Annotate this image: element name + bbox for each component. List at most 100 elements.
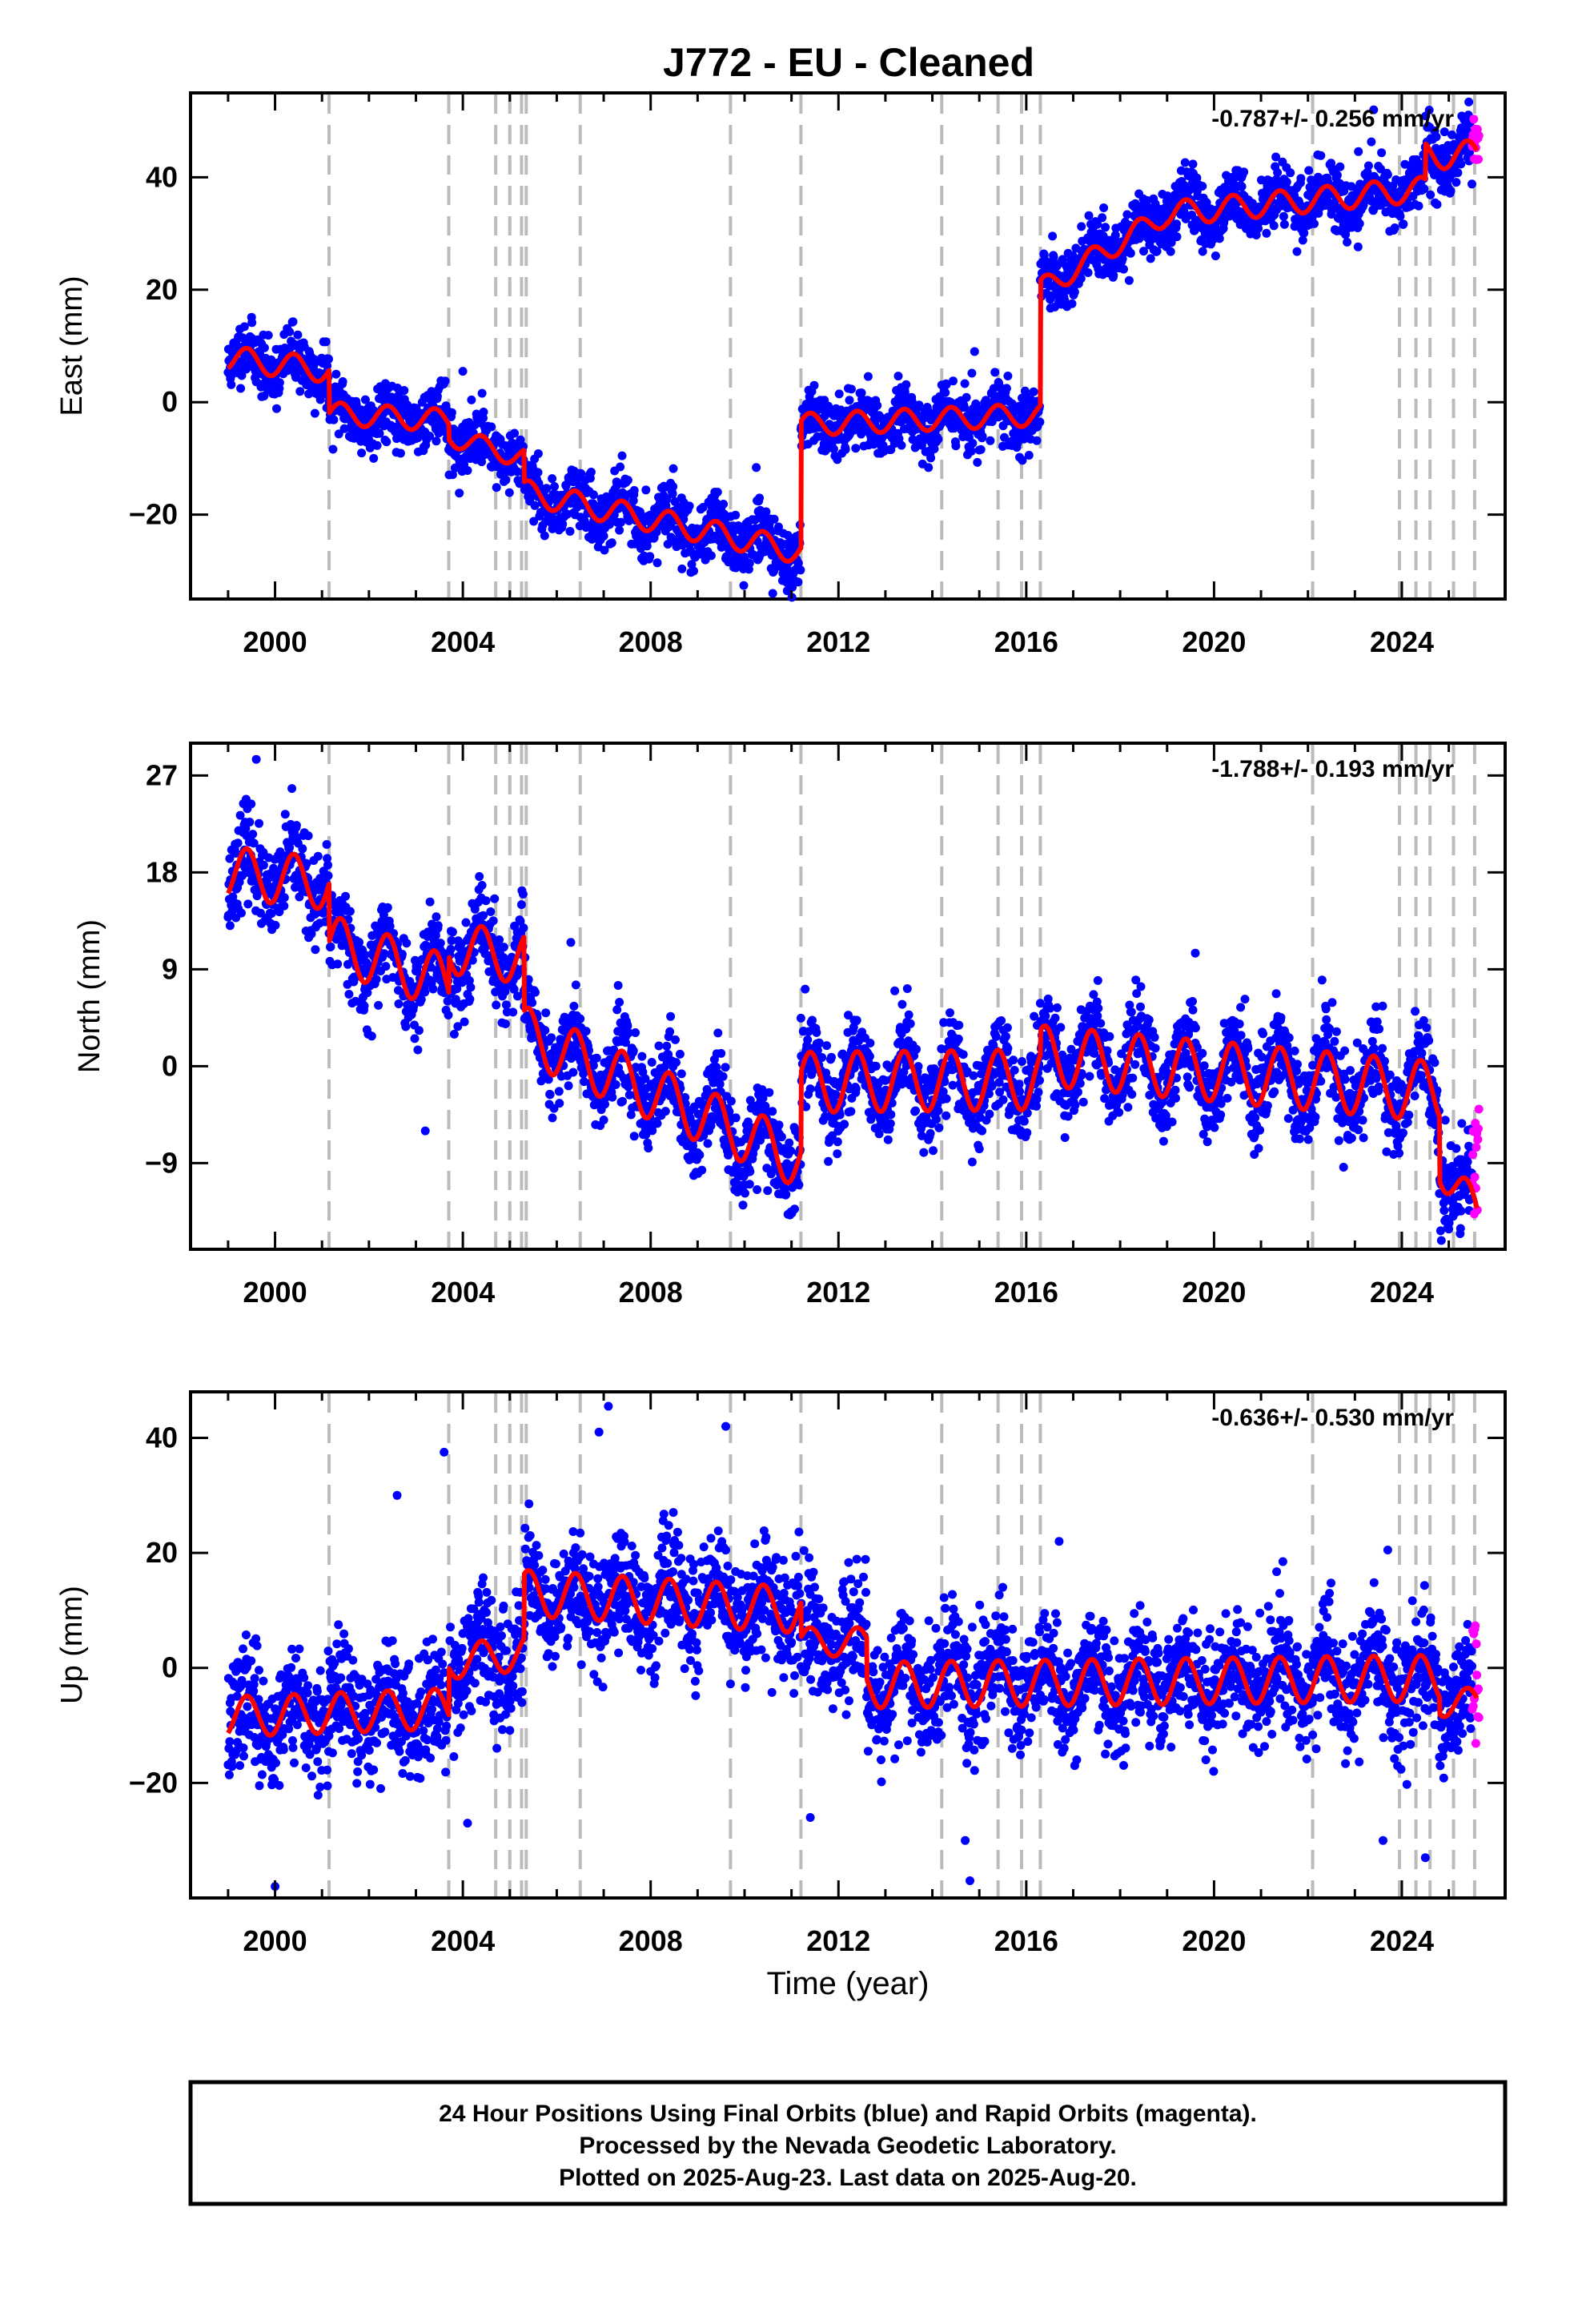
x-tick-label: 2024 bbox=[1370, 625, 1434, 658]
data-point bbox=[357, 448, 367, 458]
data-point bbox=[1198, 247, 1207, 256]
data-point bbox=[1453, 168, 1463, 178]
data-point bbox=[303, 831, 313, 841]
data-point bbox=[460, 1017, 469, 1027]
data-point bbox=[1335, 162, 1345, 171]
data-point bbox=[934, 435, 943, 444]
data-point bbox=[768, 589, 777, 598]
data-point bbox=[310, 408, 319, 418]
data-point bbox=[436, 939, 445, 948]
data-point bbox=[255, 818, 263, 828]
data-point bbox=[1098, 213, 1107, 223]
data-point bbox=[718, 1072, 728, 1081]
data-point bbox=[545, 1090, 555, 1100]
data-point bbox=[279, 893, 289, 903]
data-point bbox=[239, 322, 249, 332]
data-point bbox=[401, 1022, 411, 1031]
data-point bbox=[675, 1049, 685, 1059]
data-point bbox=[400, 386, 409, 395]
data-point bbox=[571, 980, 580, 990]
data-point bbox=[440, 376, 450, 386]
data-point bbox=[533, 449, 543, 458]
data-point bbox=[410, 1034, 420, 1043]
data-point bbox=[1367, 137, 1376, 147]
x-tick-label: 2012 bbox=[806, 625, 870, 658]
data-point bbox=[1310, 219, 1319, 228]
data-point bbox=[817, 1053, 827, 1062]
data-point bbox=[586, 468, 596, 476]
data-point bbox=[1172, 219, 1181, 229]
data-point bbox=[432, 912, 441, 922]
data-point bbox=[1279, 219, 1289, 229]
data-point bbox=[1211, 251, 1220, 260]
data-point bbox=[500, 987, 510, 996]
data-point bbox=[298, 844, 307, 854]
data-point bbox=[599, 531, 608, 541]
data-point bbox=[805, 1084, 815, 1094]
data-point bbox=[1269, 221, 1279, 231]
data-point bbox=[360, 950, 370, 959]
data-point bbox=[1083, 268, 1093, 277]
x-tick-label: 2016 bbox=[994, 625, 1058, 658]
x-tick-label: 2008 bbox=[619, 625, 683, 658]
data-point bbox=[755, 493, 765, 503]
data-point bbox=[703, 1139, 713, 1148]
data-point bbox=[516, 900, 526, 910]
data-point bbox=[1032, 436, 1042, 445]
data-point bbox=[741, 1188, 749, 1198]
data-point bbox=[1355, 219, 1364, 228]
data-point bbox=[618, 1096, 627, 1106]
data-point bbox=[841, 444, 850, 454]
data-point bbox=[1215, 234, 1224, 243]
data-point bbox=[612, 1005, 622, 1015]
data-point bbox=[1002, 384, 1011, 393]
data-point bbox=[359, 1001, 369, 1011]
data-point bbox=[607, 538, 616, 548]
data-point bbox=[1390, 223, 1399, 232]
data-point bbox=[1237, 182, 1247, 191]
data-point bbox=[647, 1058, 656, 1067]
data-point bbox=[824, 1156, 833, 1166]
data-point bbox=[1180, 158, 1190, 167]
data-point bbox=[432, 436, 441, 446]
data-point bbox=[951, 441, 961, 451]
data-point bbox=[237, 908, 246, 918]
data-point bbox=[448, 927, 457, 937]
data-point bbox=[1084, 211, 1094, 220]
data-point bbox=[569, 1001, 579, 1011]
data-point bbox=[863, 372, 873, 381]
data-point bbox=[613, 981, 623, 990]
data-point bbox=[967, 368, 977, 378]
y-tick-label: 20 bbox=[146, 273, 178, 306]
data-point bbox=[685, 501, 694, 511]
data-point bbox=[726, 1096, 736, 1106]
x-tick-label: 2020 bbox=[1182, 625, 1246, 658]
data-point bbox=[550, 482, 559, 491]
data-point bbox=[508, 1007, 518, 1017]
data-point bbox=[247, 799, 256, 809]
data-point bbox=[499, 943, 508, 952]
data-point bbox=[371, 975, 381, 984]
data-point bbox=[822, 1041, 832, 1051]
data-point bbox=[846, 1107, 856, 1116]
data-point bbox=[321, 337, 331, 347]
data-point bbox=[1198, 182, 1207, 191]
data-point bbox=[874, 1129, 884, 1139]
data-point bbox=[865, 1039, 875, 1047]
data-point bbox=[897, 440, 906, 450]
data-point bbox=[669, 482, 678, 492]
data-point bbox=[331, 369, 341, 379]
data-point bbox=[259, 343, 269, 352]
data-point bbox=[241, 364, 251, 374]
data-point bbox=[865, 1051, 874, 1061]
data-point bbox=[637, 1051, 647, 1061]
data-point bbox=[962, 392, 971, 402]
data-point bbox=[329, 415, 339, 424]
data-point bbox=[852, 1015, 861, 1025]
rapid-point bbox=[1474, 131, 1484, 140]
data-point bbox=[769, 514, 779, 524]
data-point bbox=[1166, 247, 1175, 256]
data-point bbox=[960, 379, 970, 388]
data-point bbox=[1119, 264, 1128, 274]
data-point bbox=[706, 551, 716, 561]
